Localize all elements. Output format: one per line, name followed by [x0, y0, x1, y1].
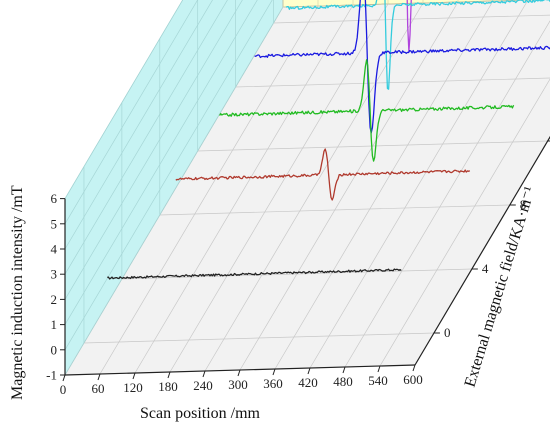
x-tick-label: 180: [158, 379, 178, 394]
grid-line-back: [282, 0, 541, 8]
grid-line-floor: [169, 3, 389, 373]
grid-line-floor: [309, 0, 529, 369]
y-tick-label: 0: [51, 342, 58, 357]
chart-ticks: 0 60 120 180 240 300 360 420 480 540 600-101234560…: [46, 140, 550, 397]
series-line-z6: [175, 148, 471, 201]
grid-line-floor: [235, 77, 550, 88]
x-tick-mark: [97, 373, 101, 381]
y-tick-label: 5: [51, 216, 58, 231]
grid-line-floor: [121, 268, 472, 280]
grid-line-floor: [159, 204, 510, 216]
grid-line-floor: [99, 5, 319, 375]
x-tick-label: 540: [368, 373, 388, 388]
x-tick-label: 480: [333, 374, 353, 389]
x-tick-mark: [62, 374, 66, 382]
z-tick-label: 0: [444, 325, 451, 340]
x-tick-label: 420: [298, 375, 318, 390]
y-axis-title: Magnetic induction intensity /mT: [9, 185, 26, 400]
grid-line-floor: [273, 14, 550, 24]
z-tick-label: 4: [482, 261, 489, 276]
x-tick-mark: [377, 365, 381, 373]
series-line-z14: [254, 0, 550, 134]
grid-line-side: [64, 0, 198, 224]
grid-line-floor: [274, 0, 494, 370]
x-tick-mark: [272, 368, 276, 376]
y-tick-label: 4: [51, 242, 58, 257]
grid-line-side: [64, 0, 213, 250]
series-line-z10: [219, 59, 515, 162]
x-tick-mark: [342, 366, 346, 374]
grid-line-floor: [239, 1, 459, 371]
x-tick-mark: [412, 364, 416, 372]
y-tick-label: -1: [46, 368, 57, 383]
z-axis-line: [414, 135, 550, 366]
grid-line-floor: [379, 78, 550, 367]
x-tick-mark: [202, 370, 206, 378]
grid-line-floor: [83, 332, 434, 344]
x-tick-mark: [307, 367, 311, 375]
x-tick-mark: [132, 372, 136, 380]
grid-line-side: [64, 0, 228, 275]
y-tick-label: 2: [51, 292, 58, 307]
x-tick-mark: [237, 369, 241, 377]
y-tick-label: 3: [51, 267, 58, 282]
grid-line-side: [64, 0, 243, 300]
chart-series: [107, 0, 550, 280]
grid-line-floor: [197, 140, 548, 152]
grid-line-side: [64, 0, 184, 199]
z-tick-label: 8: [520, 197, 527, 212]
x-tick-label: 60: [92, 381, 105, 396]
x-tick-label: 0: [60, 382, 67, 397]
x-tick-label: 300: [228, 377, 248, 392]
grid-line-floor: [344, 20, 550, 368]
grid-line-floor: [134, 4, 354, 374]
x-tick-label: 600: [403, 372, 423, 387]
grid-line-side: [64, 0, 258, 325]
chart-walls: [64, 0, 550, 377]
x-tick-label: 360: [263, 376, 283, 391]
series-line-z0: [107, 268, 402, 280]
x-tick-label: 240: [193, 378, 213, 393]
y-tick-label: 1: [51, 317, 58, 332]
series-line-z17: [285, 0, 550, 90]
x-tick-label: 120: [123, 380, 143, 395]
x-axis-title: Scan position /mm: [140, 405, 261, 422]
x-tick-mark: [167, 371, 171, 379]
grid-line-side: [64, 0, 273, 350]
y-tick-label: 6: [51, 191, 58, 206]
grid-line-side: [64, 6, 284, 376]
